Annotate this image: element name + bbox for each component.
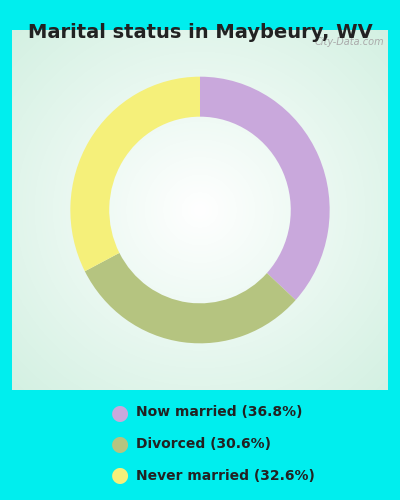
Wedge shape bbox=[70, 76, 200, 272]
Text: Divorced (30.6%): Divorced (30.6%) bbox=[136, 437, 271, 451]
Text: Marital status in Maybeury, WV: Marital status in Maybeury, WV bbox=[28, 22, 372, 42]
Text: Now married (36.8%): Now married (36.8%) bbox=[136, 406, 302, 419]
Wedge shape bbox=[85, 253, 296, 344]
Text: ●: ● bbox=[111, 434, 129, 454]
Text: Never married (32.6%): Never married (32.6%) bbox=[136, 468, 315, 482]
Wedge shape bbox=[200, 76, 330, 300]
Text: ●: ● bbox=[111, 402, 129, 422]
Text: City-Data.com: City-Data.com bbox=[314, 36, 384, 46]
Text: ●: ● bbox=[111, 466, 129, 485]
